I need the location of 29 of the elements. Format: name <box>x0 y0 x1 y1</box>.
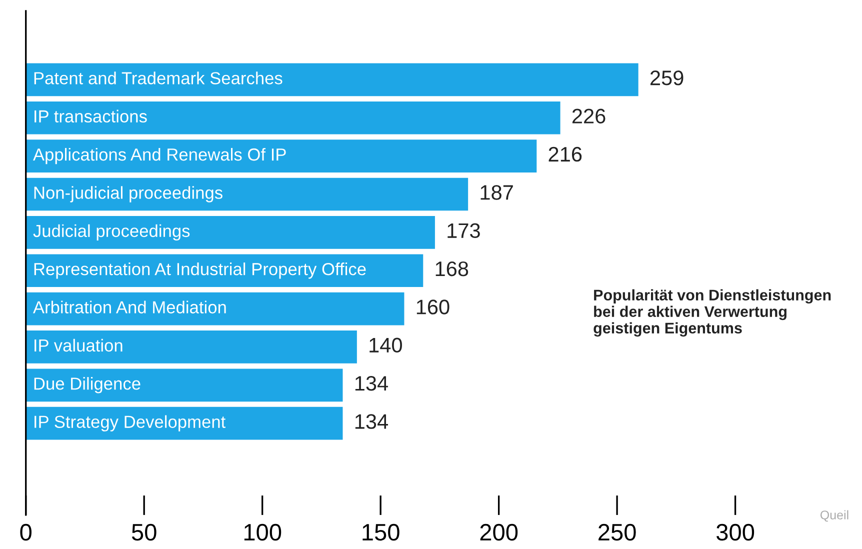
y-tick-label: Judicial proceedings <box>33 224 190 241</box>
data-label: 226 <box>572 108 606 124</box>
x-tick-label: 0 <box>20 524 32 541</box>
x-tick-label: 300 <box>716 524 754 541</box>
data-label: 140 <box>370 338 402 353</box>
data-label: 216 <box>548 146 582 162</box>
y-tick-label: Non-judicial proceedings <box>34 186 222 202</box>
x-tick-label: 200 <box>480 524 518 541</box>
x-tick-label: 150 <box>362 524 400 541</box>
y-tick-label: Due Diligence <box>34 377 140 394</box>
y-tick-label: IP valuation <box>34 338 122 352</box>
y-tick-label: Applications And Renewals Of IP <box>32 148 286 164</box>
annotation: Popularität von Dienstleistungen bei der aktiven Verwertung geistigen Eigentums <box>594 289 831 337</box>
data-label: 259 <box>650 70 684 86</box>
data-label: 134 <box>355 376 388 391</box>
data-label: 173 <box>448 223 480 238</box>
x-tick-label: 100 <box>244 524 282 541</box>
y-tick-label: Representation At Industrial Property Office <box>34 262 366 279</box>
data-label: 134 <box>355 414 388 429</box>
data-label: 160 <box>416 300 450 314</box>
x-tick-label: 50 <box>132 524 156 541</box>
data-label: 187 <box>480 185 513 200</box>
y-tick-label: Patent and Trademark Searches <box>34 72 282 84</box>
data-label: 168 <box>436 261 468 276</box>
y-tick-label: IP transactions <box>34 110 147 123</box>
y-tick-label: IP Strategy Development <box>34 415 226 432</box>
y-tick-label: Arbitration And Mediation <box>32 300 226 314</box>
text: Queil <box>820 510 848 522</box>
x-tick-label: 250 <box>598 524 636 541</box>
